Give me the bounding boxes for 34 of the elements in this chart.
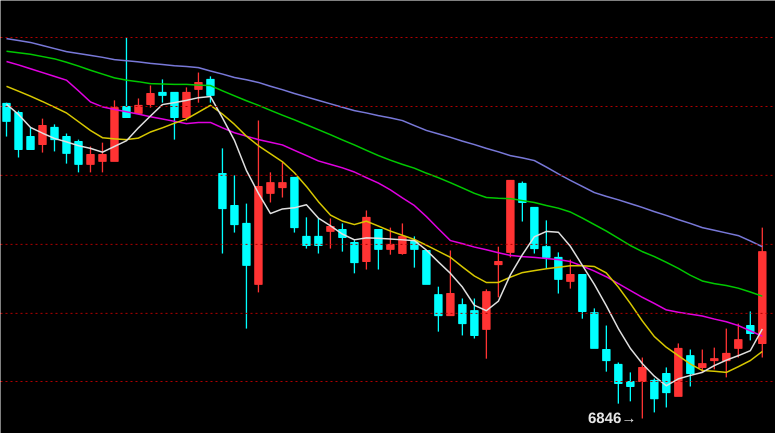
candlestick [446, 250, 455, 316]
candlestick [542, 220, 551, 270]
candlestick [206, 76, 215, 104]
candlestick [86, 146, 95, 174]
candlestick [146, 84, 155, 108]
candlestick [74, 138, 83, 174]
annotation: 6846→ [588, 410, 636, 427]
candlestick [662, 366, 671, 408]
candlestick [302, 216, 311, 250]
candlestick [638, 356, 647, 420]
candlestick [278, 162, 287, 198]
candlestick [2, 102, 11, 138]
candlestick [350, 240, 359, 274]
candlestick [266, 172, 275, 204]
candlestick [386, 226, 395, 256]
candlestick [734, 322, 743, 358]
candlestick [602, 324, 611, 372]
candlestick [26, 126, 35, 150]
candlestick [458, 298, 467, 336]
candlestick [434, 286, 443, 332]
candlestick [698, 348, 707, 374]
candlestick [686, 348, 695, 388]
candlestick [650, 378, 659, 414]
candlestick [158, 78, 167, 104]
candlestick [566, 258, 575, 290]
candlestick [710, 346, 719, 370]
candlestick [626, 372, 635, 402]
candlestick [518, 180, 527, 222]
candlestick [374, 228, 383, 270]
candlestick [614, 362, 623, 404]
candlestick [314, 218, 323, 254]
candlestick [98, 142, 107, 174]
candlestick [494, 246, 503, 298]
candlestick [230, 174, 239, 234]
